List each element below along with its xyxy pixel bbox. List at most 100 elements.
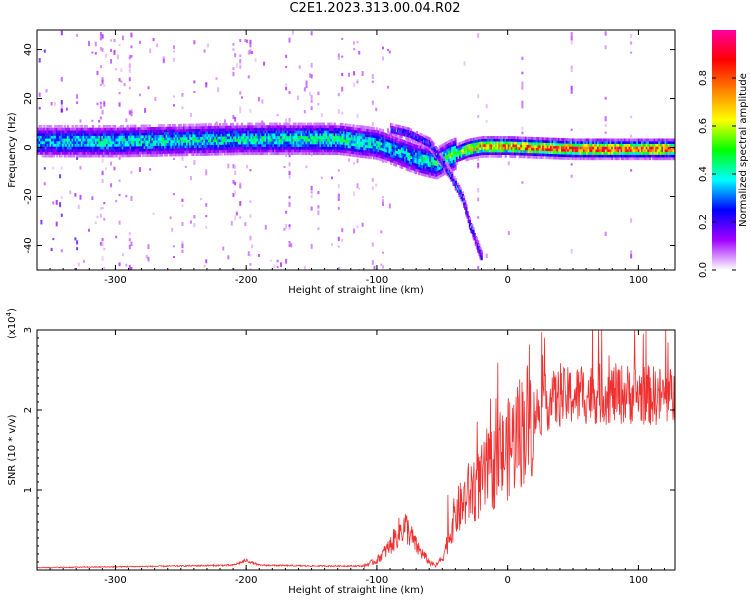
spectrogram-ridge-cell: [641, 149, 644, 153]
spectrogram-ridge-cell: [639, 138, 642, 142]
spectrogram-ridge-cell: [397, 148, 401, 152]
spectrogram-ridge-cell: [138, 135, 142, 139]
spectrogram-ridge-cell: [314, 149, 317, 153]
spectrogram-ridge-cell: [77, 135, 81, 139]
spectrogram-ridge-cell: [620, 141, 623, 144]
spectrogram-ridge-cell: [44, 149, 48, 153]
spectrogram-ridge-cell: [644, 143, 647, 147]
spectrogram-ridge-cell: [298, 146, 302, 150]
spectrogram-ridge-cell: [361, 147, 365, 150]
spectrogram-ridge-cell: [286, 144, 289, 147]
spectrogram-speckle: [118, 78, 121, 82]
spectrogram-branch-cell: [464, 204, 467, 208]
spectrogram-speckle: [310, 206, 313, 211]
spectrogram-ridge-cell: [379, 144, 382, 148]
spectrogram-ridge-cell: [102, 151, 106, 155]
spectrogram-ridge-cell: [415, 144, 418, 148]
spectrogram-ridge-cell: [673, 143, 675, 147]
spectrogram-ridge-cell: [435, 160, 438, 164]
spectrogram-ridge-cell: [320, 136, 324, 139]
spectrogram-ridge-cell: [286, 141, 289, 145]
spectrogram-speckle: [341, 238, 344, 242]
spectrogram-branch-cell: [422, 144, 426, 148]
spectrogram-ridge-cell: [314, 136, 317, 139]
spectrogram-speckle: [239, 106, 242, 110]
spectrogram-ridge-cell: [644, 151, 647, 155]
spectrogram-ridge-cell: [619, 151, 622, 155]
spectrogram-ridge-cell: [178, 150, 181, 154]
spectrogram-branch-cell: [437, 159, 440, 162]
spectrogram-ridge-cell: [339, 147, 343, 150]
spectrogram-ridge-cell: [413, 162, 416, 166]
spectrogram-ridge-cell: [68, 146, 71, 150]
spectrogram-ridge-cell: [636, 151, 639, 155]
spectrogram-ridge-cell: [554, 145, 558, 149]
spectrogram-ridge-cell: [366, 136, 369, 140]
spectrogram-ridge-cell: [418, 156, 421, 159]
spectrogram-ridge-cell: [358, 133, 361, 137]
spectrogram-ridge-cell: [548, 148, 551, 152]
spectrogram-ridge-cell: [316, 138, 319, 142]
spectrogram-ridge-cell: [626, 141, 630, 144]
spectrogram-speckle: [125, 194, 128, 198]
spectrogram-speckle: [371, 178, 374, 182]
spectrogram-ridge-cell: [507, 141, 510, 145]
spectrogram-ridge-cell: [669, 154, 672, 158]
spectrogram-speckle: [371, 242, 374, 247]
spectrogram-ridge-cell: [421, 159, 424, 163]
spectrogram-ridge-cell: [404, 140, 407, 144]
spectrogram-ridge-cell: [167, 132, 170, 135]
spectrogram-ridge-cell: [82, 130, 85, 134]
spectrogram-ridge-cell: [405, 149, 408, 152]
spectrogram-ridge-cell: [604, 154, 608, 158]
spectrogram-ridge-cell: [37, 135, 40, 139]
spectrogram-ridge-cell: [388, 150, 391, 154]
spectrogram-ridge-cell: [109, 151, 112, 155]
spectrogram-ridge-cell: [411, 151, 415, 155]
spectrogram-ridge-cell: [452, 157, 456, 160]
spectrogram-ridge-cell: [93, 149, 96, 153]
spectrogram-ridge-cell: [269, 125, 272, 129]
spectrogram-ridge-cell: [291, 127, 294, 131]
spectrogram-ridge-cell: [200, 150, 203, 154]
spectrogram-ridge-cell: [159, 137, 162, 141]
spectrogram-ridge-cell: [670, 141, 674, 144]
spectrogram-ridge-cell: [182, 134, 186, 138]
spectrogram-ridge-cell: [408, 155, 412, 159]
spectrogram-branch-cell: [389, 127, 393, 131]
spectrogram-ridge-cell: [333, 146, 336, 150]
spectrogram-ridge-cell: [578, 157, 581, 161]
spectrogram-ridge-cell: [300, 152, 303, 156]
spectrogram-ridge-cell: [650, 141, 653, 144]
spectrogram-ridge-cell: [364, 125, 368, 129]
spectrogram-speckle: [269, 259, 272, 262]
spectrogram-ridge-cell: [405, 146, 408, 150]
spectrogram-branch-cell: [451, 174, 454, 177]
spectrogram-ridge-cell: [76, 154, 79, 158]
spectrogram-ridge-cell: [212, 136, 216, 140]
spectrogram-ridge-cell: [300, 125, 303, 129]
spectrogram-ridge-cell: [550, 148, 553, 152]
spectrogram-ridge-cell: [557, 143, 561, 147]
spectrogram-ridge-cell: [212, 128, 216, 132]
spectrogram-ridge-cell: [229, 122, 233, 126]
spectrogram-ridge-cell: [295, 138, 299, 142]
spectrogram-ridge-cell: [37, 138, 40, 142]
spectrogram-ridge-cell: [242, 146, 245, 150]
spectrogram-branch-cell: [409, 130, 413, 134]
spectrogram-ridge-cell: [305, 141, 308, 145]
spectrogram-ridge-cell: [43, 130, 46, 134]
spectrogram-ridge-cell: [320, 141, 324, 145]
spectrogram-ridge-cell: [193, 134, 197, 138]
spectrogram-ridge-cell: [357, 149, 360, 153]
spectrogram-ridge-cell: [126, 130, 129, 134]
spectrogram-speckle: [317, 91, 320, 96]
spectrogram-speckle: [371, 100, 374, 106]
spectrogram-ridge-cell: [47, 143, 51, 147]
spectrogram-ridge-cell: [335, 144, 338, 147]
spectrogram-speckle: [65, 107, 68, 111]
spectrogram-ridge-cell: [342, 142, 346, 145]
spectrogram-speckle: [223, 119, 226, 124]
spectrogram-ridge-cell: [666, 141, 669, 144]
spectrogram-ridge-cell: [603, 141, 606, 144]
